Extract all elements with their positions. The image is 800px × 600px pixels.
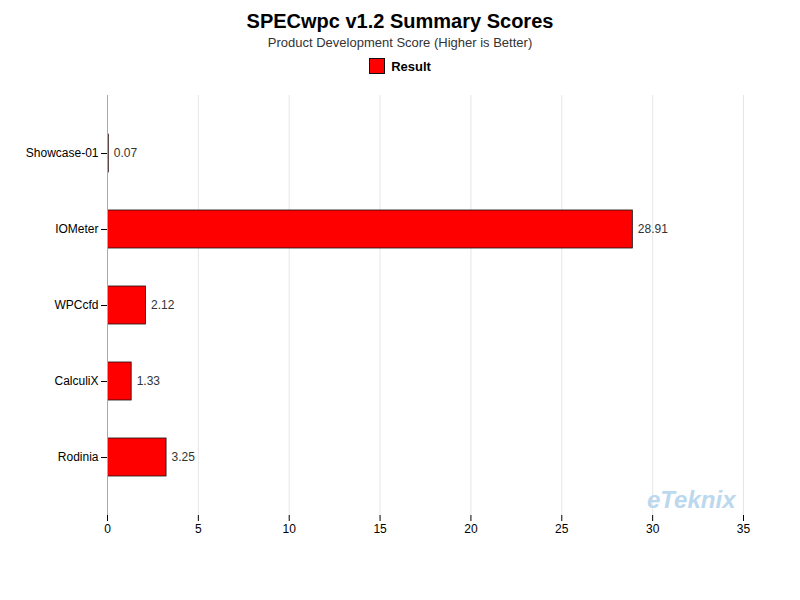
html-text:SPECwpc v1.2 Summary Scores: SPECwpc v1.2 Summary Scores [246, 10, 554, 32]
svg-text:3.25: 3.25 [172, 450, 196, 464]
svg-text:25: 25 [555, 522, 569, 536]
svg-text:IOMeter: IOMeter [55, 222, 98, 236]
svg-text:10: 10 [283, 522, 297, 536]
svg-text:CalculiX: CalculiX [54, 374, 98, 388]
svg-text:Showcase-01: Showcase-01 [26, 146, 99, 160]
svg-text:0: 0 [104, 522, 111, 536]
svg-text:1.33: 1.33 [137, 374, 161, 388]
svg-text:eTeknix: eTeknix [647, 486, 737, 513]
svg-text:5: 5 [195, 522, 202, 536]
html-text:Product Development Score (Hig: Product Development Score (Higher is Bet… [267, 35, 533, 50]
svg-text:30: 30 [646, 522, 660, 536]
svg-text:28.91: 28.91 [638, 222, 668, 236]
svg-text:Rodinia: Rodinia [58, 450, 99, 464]
svg-text:0.07: 0.07 [114, 146, 138, 160]
svg-text:35: 35 [737, 522, 751, 536]
svg-text:WPCcfd: WPCcfd [54, 298, 98, 312]
svg-text:2.12: 2.12 [151, 298, 175, 312]
html-text:Result: Result [391, 58, 431, 74]
svg-text:20: 20 [464, 522, 478, 536]
svg-text:15: 15 [373, 522, 387, 536]
